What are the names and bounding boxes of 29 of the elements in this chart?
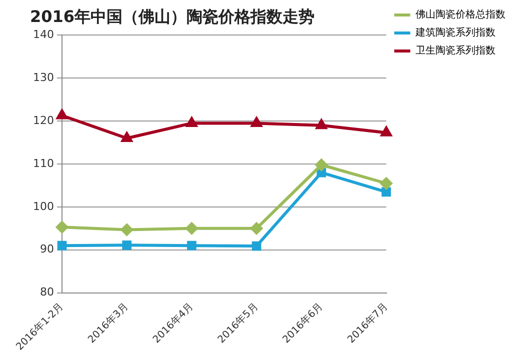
y-tick-label: 80 xyxy=(40,286,54,299)
legend-label: 建筑陶瓷系列指数 xyxy=(414,26,496,39)
point xyxy=(56,221,68,234)
point xyxy=(56,109,68,120)
point xyxy=(187,240,196,250)
point xyxy=(382,187,391,197)
point xyxy=(315,158,328,171)
y-tick-label: 130 xyxy=(32,70,54,84)
y-tick-label: 140 xyxy=(32,28,54,42)
point xyxy=(250,222,263,234)
point xyxy=(120,224,133,236)
point xyxy=(57,240,67,250)
y-tick-label: 120 xyxy=(32,114,54,127)
point xyxy=(380,177,392,190)
chart-title: 2016年中国（佛山）陶瓷价格指数走势 xyxy=(30,6,315,26)
y-tick-label: 90 xyxy=(40,242,54,256)
point xyxy=(251,117,262,127)
point xyxy=(380,126,392,136)
legend-label: 佛山陶瓷价格总指数 xyxy=(415,8,506,21)
y-tick-label: 100 xyxy=(32,200,54,213)
point xyxy=(252,241,262,251)
point xyxy=(186,222,198,234)
point xyxy=(186,117,198,127)
point xyxy=(121,132,132,142)
point xyxy=(316,168,326,178)
point xyxy=(316,119,327,130)
legend-label: 卫生陶瓷系列指数 xyxy=(415,44,496,57)
y-tick-label: 110 xyxy=(32,156,54,170)
point xyxy=(122,240,132,250)
